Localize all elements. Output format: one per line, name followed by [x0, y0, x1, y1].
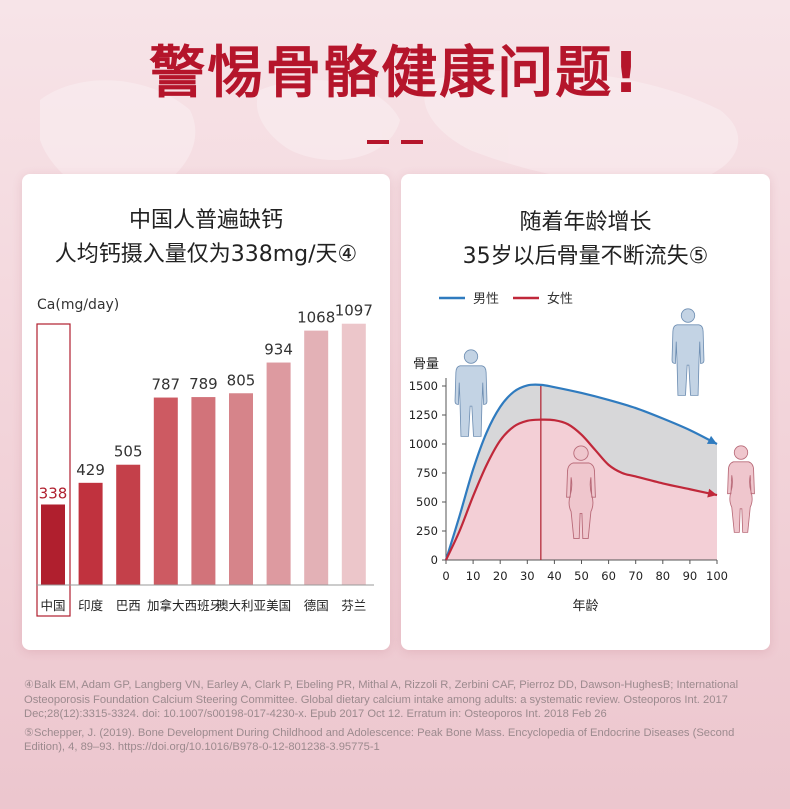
male-young-icon-body	[454, 365, 488, 437]
male-old-icon-body	[671, 324, 705, 396]
bar-value-label-1: 429	[76, 461, 105, 479]
category-label-8: 芬兰	[341, 598, 366, 613]
series-line-0	[444, 383, 718, 561]
female-old-icon-body	[727, 461, 755, 533]
x-tick-label-5: 50	[574, 569, 589, 583]
bar-6	[266, 362, 291, 585]
series-arrow-1	[707, 488, 717, 498]
x-tick-label-2: 20	[493, 569, 508, 583]
category-label-1: 印度	[78, 598, 104, 613]
category-label-2: 巴西	[116, 598, 141, 613]
bar-5	[229, 393, 253, 585]
bone-card-title-line1: 随着年龄增长	[519, 210, 652, 235]
category-label-4: 西班牙	[185, 598, 223, 613]
x-tick-label-9: 90	[683, 569, 698, 583]
x-tick-label-6: 60	[601, 569, 616, 583]
bar-2	[116, 464, 141, 585]
bone-mass-line-chart: 男性 女性 0 250 500 750 1000 1250 1500 0 10 20 30 40 50 60 7…	[409, 291, 755, 614]
y-tick-label-4: 1000	[409, 437, 438, 451]
bar-8	[341, 323, 366, 585]
bar-value-label-2: 505	[114, 443, 143, 461]
calcium-card-title-line1: 中国人普遍缺钙	[128, 208, 283, 233]
series-arrow-0	[706, 435, 717, 444]
bar-value-label-5: 805	[227, 371, 256, 389]
calcium-bar-chart: Ca(mg/day) 338 中国 429 印度 505 巴西 787 加拿大 789 西班牙 805…	[36, 297, 374, 617]
female-old-icon-head	[733, 445, 749, 460]
title-dash-right	[401, 140, 423, 144]
y-axis-label: 骨量	[413, 357, 439, 372]
x-axis-label: 年龄	[572, 599, 598, 614]
bone-mass-card: 随着年龄增长 35岁以后骨量不断流失⑤ 男性 女性 0 250 500 750 1000 12…	[401, 174, 770, 650]
x-tick-label-4: 40	[547, 569, 562, 583]
bar-value-label-8: 1097	[335, 302, 373, 320]
bar-value-label-6: 934	[264, 341, 293, 359]
y-tick-label-3: 750	[416, 466, 438, 480]
female-young-icon-head	[573, 445, 589, 461]
bar-value-label-3: 787	[151, 376, 180, 394]
page-title: 警惕骨骼健康问题!	[149, 41, 641, 106]
x-tick-label-1: 10	[466, 569, 481, 583]
bar-value-label-4: 789	[189, 375, 218, 393]
reference-4: ④Balk EM, Adam GP, Langberg VN, Earley A…	[24, 679, 739, 721]
legend-label-1: 女性	[547, 291, 573, 307]
reference-5: ⑤Schepper, J. (2019). Bone Development D…	[24, 726, 735, 754]
bar-1	[78, 482, 103, 585]
y-axis-label: Ca(mg/day)	[37, 297, 119, 313]
title-dash-left	[367, 140, 389, 144]
x-tick-label-7: 70	[628, 569, 643, 583]
calcium-card-title-line2: 人均钙摄入量仅为338mg/天④	[54, 242, 358, 267]
bone-card-title-line2: 35岁以后骨量不断流失⑤	[462, 244, 709, 269]
x-tick-label-0: 0	[442, 569, 449, 583]
bone-loss-gap-fill	[446, 384, 717, 560]
x-tick-label-3: 30	[520, 569, 535, 583]
y-tick-label-5: 1250	[409, 408, 438, 422]
y-tick-label-1: 250	[416, 524, 438, 538]
y-tick-label-2: 500	[416, 495, 438, 509]
category-label-0: 中国	[40, 598, 65, 613]
calcium-intake-card: 中国人普遍缺钙 人均钙摄入量仅为338mg/天④ Ca(mg/day) 338 中国…	[22, 174, 390, 650]
bar-0	[41, 504, 65, 585]
category-label-5: 澳大利亚	[216, 598, 266, 613]
y-tick-label-6: 1500	[409, 379, 438, 393]
category-label-3: 加拿大	[147, 598, 185, 613]
series-line-1	[445, 418, 718, 561]
bar-value-label-0: 338	[39, 484, 68, 502]
category-label-6: 美国	[266, 598, 291, 613]
female-old-icon	[727, 445, 755, 533]
bar-7	[304, 330, 329, 585]
female-young-icon-body	[566, 462, 596, 540]
x-tick-label-8: 80	[655, 569, 670, 583]
category-label-7: 德国	[304, 598, 329, 613]
x-tick-label-10: 100	[706, 569, 728, 583]
bar-4	[191, 397, 216, 585]
bar-3	[153, 397, 178, 585]
legend-label-0: 男性	[473, 292, 499, 307]
y-tick-label-0: 0	[431, 553, 438, 567]
male-young-icon-head	[463, 349, 479, 364]
male-old-icon-head	[680, 308, 696, 323]
highlight-frame	[36, 323, 71, 617]
male-old-icon	[671, 308, 705, 396]
bar-value-label-7: 1068	[297, 309, 335, 327]
female-young-icon	[566, 445, 596, 540]
male-young-icon	[454, 349, 488, 437]
references: ④Balk EM, Adam GP, Langberg VN, Earley A…	[24, 678, 774, 759]
